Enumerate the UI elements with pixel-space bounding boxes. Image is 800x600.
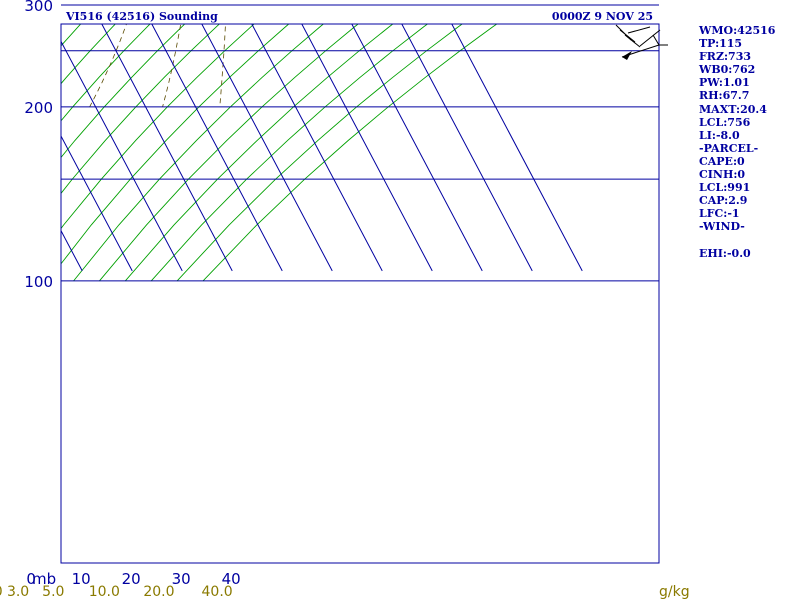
dry-adiabat bbox=[0, 0, 440, 281]
index-line: WMO:42516 bbox=[699, 24, 776, 37]
isotherm-line bbox=[151, 24, 283, 272]
index-line: WB0:762 bbox=[699, 63, 756, 77]
dry-adiabat bbox=[0, 0, 34, 281]
pressure-tick-label: 100 bbox=[24, 273, 53, 291]
index-line: RH:67.7 bbox=[699, 89, 750, 103]
isotherm-line bbox=[101, 24, 233, 272]
moist-adiabat bbox=[0, 0, 37, 107]
dry-adiabat bbox=[0, 0, 237, 281]
dry-adiabat bbox=[0, 0, 288, 281]
wind-barb-icon bbox=[615, 24, 668, 60]
isotherm-line bbox=[0, 0, 32, 271]
dry-adiabat bbox=[202, 24, 498, 282]
isotherm-line bbox=[61, 229, 83, 272]
index-line: CAP:2.9 bbox=[699, 194, 748, 208]
chart-time: 0000Z 9 NOV 25 bbox=[552, 10, 653, 23]
index-line: LI:-8.0 bbox=[699, 128, 740, 142]
isotherm-line bbox=[401, 24, 533, 272]
mixing-ratio-unit-label: g/kg bbox=[659, 584, 690, 600]
mixing-ratio-label: 5.0 bbox=[42, 584, 64, 600]
temperature-tick-label: 0 bbox=[26, 570, 36, 588]
dry-adiabat bbox=[61, 24, 186, 159]
dry-adiabat bbox=[61, 24, 82, 47]
dry-adiabat bbox=[61, 24, 221, 195]
index-line: LFC:-1 bbox=[699, 207, 740, 221]
index-line: PW:1.01 bbox=[699, 76, 750, 90]
index-line: FRZ:733 bbox=[699, 50, 752, 64]
grid-layer bbox=[0, 0, 660, 564]
dry-adiabat bbox=[150, 24, 429, 282]
temperature-tick-label: 40 bbox=[222, 570, 241, 588]
pressure-tick-label: 200 bbox=[24, 99, 53, 117]
plot-frame bbox=[60, 23, 660, 564]
index-line: EHI:-0.0 bbox=[699, 246, 751, 260]
sounding-indices-panel: WMO:42516 TP:115 FRZ:733 WB0:762 PW:1.01 RH:6… bbox=[699, 24, 799, 260]
dry-adiabat bbox=[61, 24, 290, 265]
isotherm-line bbox=[451, 24, 583, 272]
temperature-tick-label: 20 bbox=[122, 570, 141, 588]
dry-adiabat bbox=[73, 24, 325, 282]
index-line: MAXT:20.4 bbox=[699, 102, 767, 116]
temperature-axis: -80-70-60-50-40-30-20-10010203040 bbox=[26, 570, 241, 588]
isotherm-line bbox=[301, 24, 433, 272]
pressure-tick-label: 300 bbox=[24, 0, 53, 15]
index-line: TP:115 bbox=[699, 37, 743, 51]
index-line: CINH:0 bbox=[699, 168, 746, 182]
dry-adiabat bbox=[176, 24, 463, 282]
chart-title: VI516 (42516) Sounding bbox=[65, 10, 218, 23]
mixing-ratio-label: 20.0 bbox=[143, 584, 174, 600]
moist-adiabat bbox=[0, 0, 62, 107]
index-line: -PARCEL- bbox=[699, 141, 759, 155]
mixing-ratio-label: 10.0 bbox=[89, 584, 120, 600]
isotherm-line bbox=[61, 134, 133, 272]
mixing-ratio-label: 3.0 bbox=[7, 584, 29, 600]
mixing-ratio-axis: 0.10.20.61.02.03.05.010.020.040.0 bbox=[0, 584, 233, 600]
temperature-line bbox=[0, 0, 118, 281]
dry-adiabat bbox=[0, 0, 85, 281]
mixing-ratio-label: 40.0 bbox=[202, 584, 233, 600]
index-line: LCL:756 bbox=[699, 115, 751, 129]
dry-adiabat bbox=[124, 24, 394, 282]
temperature-tick-label: 10 bbox=[72, 570, 91, 588]
isotherm-line bbox=[61, 40, 183, 272]
isotherm-line bbox=[251, 24, 383, 272]
moist-adiabat bbox=[0, 0, 12, 107]
dry-adiabat bbox=[61, 24, 116, 85]
index-line: -WIND- bbox=[699, 220, 745, 234]
isotherm-line bbox=[201, 24, 333, 272]
dry-adiabat bbox=[61, 24, 151, 122]
profile-layer bbox=[0, 0, 163, 281]
pressure-axis: 1002003004005006007008009001000 bbox=[24, 0, 53, 291]
dry-adiabat bbox=[0, 0, 389, 281]
isotherm-line bbox=[351, 24, 483, 272]
index-line bbox=[699, 234, 799, 247]
index-line: CAPE:0 bbox=[699, 154, 745, 168]
index-line: LCL:991 bbox=[699, 181, 751, 195]
mixing-ratio-label: 2.0 bbox=[0, 584, 3, 600]
dry-adiabat bbox=[99, 24, 359, 282]
dry-adiabat bbox=[0, 0, 187, 281]
temperature-tick-label: 30 bbox=[172, 570, 191, 588]
dry-adiabat bbox=[61, 24, 255, 230]
pressure-unit-label: mb bbox=[32, 570, 56, 588]
